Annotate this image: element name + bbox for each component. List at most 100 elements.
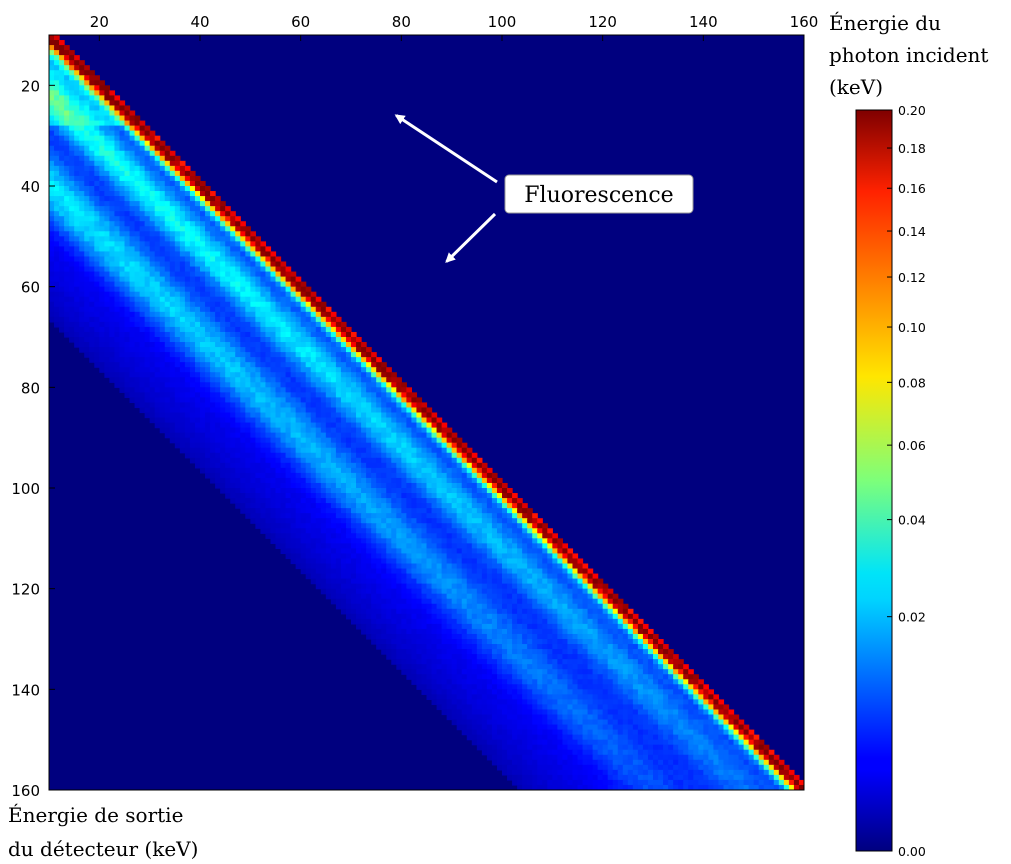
heatmap-cell <box>94 337 100 343</box>
heatmap-cell <box>109 196 115 202</box>
heatmap-cell <box>155 413 161 419</box>
heatmap-cell <box>391 569 397 575</box>
heatmap-cell <box>447 453 453 459</box>
heatmap-cell <box>54 317 60 323</box>
heatmap-cell <box>150 141 156 147</box>
heatmap-cell <box>64 251 70 257</box>
heatmap-cell <box>497 579 503 585</box>
heatmap-cell <box>74 201 80 207</box>
heatmap-cell <box>145 287 151 293</box>
heatmap-cell <box>245 251 251 257</box>
heatmap-cell <box>150 191 156 197</box>
heatmap-cell <box>225 277 231 283</box>
heatmap-cell <box>260 272 266 278</box>
heatmap-cell <box>482 508 488 514</box>
heatmap-cell <box>391 413 397 419</box>
heatmap-cell <box>331 423 337 429</box>
heatmap-cell <box>517 564 523 570</box>
heatmap-cell <box>336 503 342 509</box>
heatmap-cell <box>84 342 90 348</box>
heatmap-cell <box>235 367 241 373</box>
heatmap-cell <box>311 423 317 429</box>
heatmap-cell <box>361 574 367 580</box>
heatmap-cell <box>442 589 448 595</box>
heatmap-cell <box>180 357 186 363</box>
heatmap-cell <box>351 523 357 529</box>
heatmap-cell <box>270 302 276 308</box>
heatmap-cell <box>497 589 503 595</box>
heatmap-cell <box>255 488 261 494</box>
heatmap-cell <box>321 498 327 504</box>
heatmap-cell <box>270 413 276 419</box>
heatmap-cell <box>341 513 347 519</box>
heatmap-cell <box>150 392 156 398</box>
heatmap-cell <box>276 327 282 333</box>
heatmap-cell <box>165 317 171 323</box>
heatmap-cell <box>109 105 115 111</box>
heatmap-cell <box>421 528 427 534</box>
heatmap-cell <box>432 538 438 544</box>
heatmap-cell <box>59 226 65 232</box>
heatmap-cell <box>522 594 528 600</box>
heatmap-cell <box>542 533 548 539</box>
heatmap-cell <box>457 508 463 514</box>
heatmap-cell <box>220 251 226 257</box>
heatmap-cell <box>84 186 90 192</box>
heatmap-cell <box>175 322 181 328</box>
heatmap-cell <box>74 302 80 308</box>
heatmap-cell <box>119 211 125 217</box>
heatmap-cell <box>190 246 196 252</box>
heatmap-cell <box>250 508 256 514</box>
heatmap-cell <box>421 553 427 559</box>
heatmap-cell <box>421 533 427 539</box>
heatmap-cell <box>185 347 191 353</box>
heatmap-cell <box>165 347 171 353</box>
heatmap-cell <box>437 538 443 544</box>
heatmap-cell <box>537 543 543 549</box>
heatmap-cell <box>341 407 347 413</box>
heatmap-cell <box>69 146 75 152</box>
heatmap-cell <box>109 90 115 96</box>
heatmap-cell <box>547 579 553 585</box>
heatmap-cell <box>99 327 105 333</box>
heatmap-cell <box>135 302 141 308</box>
heatmap-cell <box>356 347 362 353</box>
heatmap-cell <box>74 70 80 76</box>
heatmap-cell <box>145 136 151 142</box>
heatmap-cell <box>291 347 297 353</box>
heatmap-cell <box>437 533 443 539</box>
heatmap-cell <box>281 413 287 419</box>
heatmap-cell <box>356 382 362 388</box>
heatmap-cell <box>104 100 110 106</box>
heatmap-cell <box>457 498 463 504</box>
heatmap-cell <box>180 397 186 403</box>
heatmap-cell <box>386 543 392 549</box>
heatmap-cell <box>291 397 297 403</box>
heatmap-cell <box>421 518 427 524</box>
heatmap-cell <box>114 287 120 293</box>
heatmap-cell <box>482 503 488 509</box>
heatmap-cell <box>205 221 211 227</box>
heatmap-cell <box>411 418 417 424</box>
heatmap-cell <box>69 211 75 217</box>
heatmap-cell <box>200 302 206 308</box>
heatmap-cell <box>230 468 236 474</box>
heatmap-cell <box>145 246 151 252</box>
heatmap-cell <box>331 428 337 434</box>
heatmap-cell <box>210 226 216 232</box>
heatmap-cell <box>240 246 246 252</box>
heatmap-cell <box>145 201 151 207</box>
heatmap-cell <box>135 322 141 328</box>
heatmap-cell <box>306 352 312 358</box>
heatmap-cell <box>175 312 181 318</box>
heatmap-cell <box>69 226 75 232</box>
heatmap-cell <box>140 342 146 348</box>
heatmap-cell <box>114 246 120 252</box>
heatmap-cell <box>89 272 95 278</box>
heatmap-cell <box>326 357 332 363</box>
heatmap-cell <box>84 231 90 237</box>
heatmap-cell <box>104 337 110 343</box>
heatmap-cell <box>361 347 367 353</box>
heatmap-cell <box>114 206 120 212</box>
heatmap-cell <box>140 206 146 212</box>
